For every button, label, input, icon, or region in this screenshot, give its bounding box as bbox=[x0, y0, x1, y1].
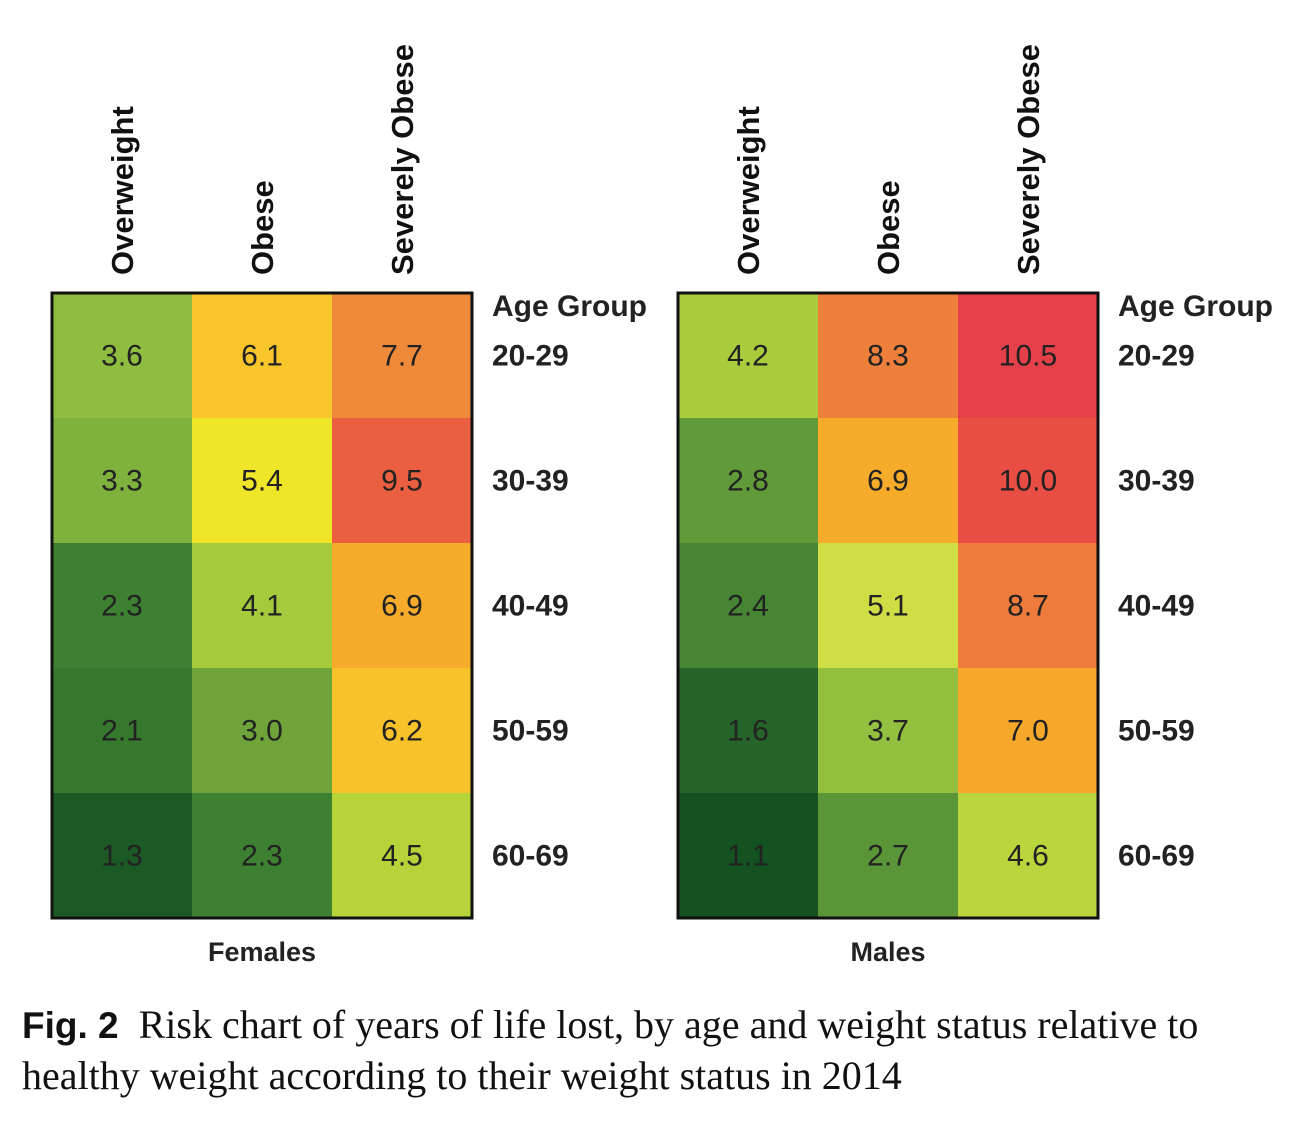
cell-value-females-r4-c0: 1.3 bbox=[101, 840, 143, 873]
row-label-females-3: 50-59 bbox=[492, 715, 569, 748]
column-label-females-1: Obese bbox=[245, 180, 280, 275]
heatmap-cell-males-r3-c1 bbox=[818, 668, 958, 793]
figure-caption: Fig. 2 Risk chart of years of life lost,… bbox=[22, 1000, 1297, 1101]
cell-value-males-r2-c2: 8.7 bbox=[1007, 590, 1049, 623]
caption-text: Risk chart of years of life lost, by age… bbox=[22, 1002, 1199, 1098]
cell-value-females-r3-c1: 3.0 bbox=[241, 715, 283, 748]
heatmap-cell-females-r0-c2 bbox=[332, 293, 472, 418]
heatmap-cell-females-r2-c1 bbox=[192, 543, 332, 668]
column-label-males-1: Obese bbox=[871, 180, 906, 275]
heatmap-cell-females-r3-c2 bbox=[332, 668, 472, 793]
cell-value-females-r3-c0: 2.1 bbox=[101, 715, 143, 748]
cell-value-females-r0-c0: 3.6 bbox=[101, 340, 143, 373]
cell-value-males-r0-c1: 8.3 bbox=[867, 340, 909, 373]
heatmap-cell-females-r3-c1 bbox=[192, 668, 332, 793]
heatmap-cell-males-r4-c1 bbox=[818, 793, 958, 918]
heatmap-cell-males-r2-c1 bbox=[818, 543, 958, 668]
cell-value-females-r3-c2: 6.2 bbox=[381, 715, 423, 748]
cell-value-males-r1-c1: 6.9 bbox=[867, 465, 909, 498]
heatmap-cell-males-r1-c0 bbox=[678, 418, 818, 543]
cell-value-males-r2-c0: 2.4 bbox=[727, 590, 769, 623]
column-label-females-2: Severely Obese bbox=[385, 44, 420, 275]
cell-value-males-r1-c2: 10.0 bbox=[999, 465, 1057, 498]
row-label-females-0: 20-29 bbox=[492, 340, 569, 373]
heatmap-cell-males-r2-c0 bbox=[678, 543, 818, 668]
cell-value-females-r4-c1: 2.3 bbox=[241, 840, 283, 873]
panel-label-males: Males bbox=[850, 937, 925, 967]
cell-value-males-r1-c0: 2.8 bbox=[727, 465, 769, 498]
heatmap-cell-females-r4-c1 bbox=[192, 793, 332, 918]
cell-value-males-r4-c2: 4.6 bbox=[1007, 840, 1049, 873]
row-label-females-1: 30-39 bbox=[492, 465, 569, 498]
heatmap-cell-females-r1-c1 bbox=[192, 418, 332, 543]
cell-value-females-r2-c1: 4.1 bbox=[241, 590, 283, 623]
cell-value-males-r3-c1: 3.7 bbox=[867, 715, 909, 748]
panel-label-females: Females bbox=[208, 937, 316, 967]
cell-value-females-r2-c0: 2.3 bbox=[101, 590, 143, 623]
row-header-males: Age Group bbox=[1118, 290, 1273, 323]
cell-value-males-r2-c1: 5.1 bbox=[867, 590, 909, 623]
column-label-males-0: Overweight bbox=[731, 106, 766, 275]
cell-value-females-r1-c1: 5.4 bbox=[241, 465, 283, 498]
cell-value-males-r4-c0: 1.1 bbox=[727, 840, 769, 873]
heatmap-cell-males-r3-c2 bbox=[958, 668, 1098, 793]
cell-value-females-r0-c1: 6.1 bbox=[241, 340, 283, 373]
cell-value-females-r0-c2: 7.7 bbox=[381, 340, 423, 373]
column-label-males-2: Severely Obese bbox=[1011, 44, 1046, 275]
cell-value-females-r4-c2: 4.5 bbox=[381, 840, 423, 873]
heatmap-cell-males-r1-c1 bbox=[818, 418, 958, 543]
heatmap-cell-females-r2-c2 bbox=[332, 543, 472, 668]
row-label-males-0: 20-29 bbox=[1118, 340, 1195, 373]
heatmap-cell-males-r4-c0 bbox=[678, 793, 818, 918]
caption-label: Fig. 2 bbox=[22, 1005, 119, 1046]
heatmap-cell-females-r4-c0 bbox=[52, 793, 192, 918]
heatmap-cell-females-r0-c1 bbox=[192, 293, 332, 418]
heatmap-cell-females-r0-c0 bbox=[52, 293, 192, 418]
heatmap-cell-females-r1-c2 bbox=[332, 418, 472, 543]
heatmap-cell-males-r0-c2 bbox=[958, 293, 1098, 418]
cell-value-females-r1-c2: 9.5 bbox=[381, 465, 423, 498]
heatmap-cell-females-r2-c0 bbox=[52, 543, 192, 668]
heatmap-cell-males-r0-c0 bbox=[678, 293, 818, 418]
cell-value-males-r3-c0: 1.6 bbox=[727, 715, 769, 748]
cell-value-males-r3-c2: 7.0 bbox=[1007, 715, 1049, 748]
row-label-males-3: 50-59 bbox=[1118, 715, 1195, 748]
heatmap-cell-males-r1-c2 bbox=[958, 418, 1098, 543]
cell-value-males-r4-c1: 2.7 bbox=[867, 840, 909, 873]
cell-value-females-r2-c2: 6.9 bbox=[381, 590, 423, 623]
risk-chart-figure: 3.6 6.1 7.7 3.3 5.4 9.5 2.3 4.1 6.9 2.1 3.0 6.2 1.3 2… bbox=[50, 44, 1273, 967]
cell-value-males-r0-c2: 10.5 bbox=[999, 340, 1057, 373]
row-label-females-2: 40-49 bbox=[492, 590, 569, 623]
heatmap-cell-males-r3-c0 bbox=[678, 668, 818, 793]
heatmap-cell-females-r4-c2 bbox=[332, 793, 472, 918]
cell-value-females-r1-c0: 3.3 bbox=[101, 465, 143, 498]
row-label-males-2: 40-49 bbox=[1118, 590, 1195, 623]
heatmap-cell-females-r1-c0 bbox=[52, 418, 192, 543]
heatmap-cell-males-r0-c1 bbox=[818, 293, 958, 418]
cell-value-males-r0-c0: 4.2 bbox=[727, 340, 769, 373]
row-label-females-4: 60-69 bbox=[492, 840, 569, 873]
row-label-males-1: 30-39 bbox=[1118, 465, 1195, 498]
heatmap-cell-females-r3-c0 bbox=[52, 668, 192, 793]
heatmap-cell-males-r2-c2 bbox=[958, 543, 1098, 668]
row-header-females: Age Group bbox=[492, 290, 647, 323]
heatmap-border-females bbox=[50, 291, 474, 920]
heatmap-border-males bbox=[676, 291, 1100, 920]
column-label-females-0: Overweight bbox=[105, 106, 140, 275]
row-label-males-4: 60-69 bbox=[1118, 840, 1195, 873]
heatmap-cell-males-r4-c2 bbox=[958, 793, 1098, 918]
